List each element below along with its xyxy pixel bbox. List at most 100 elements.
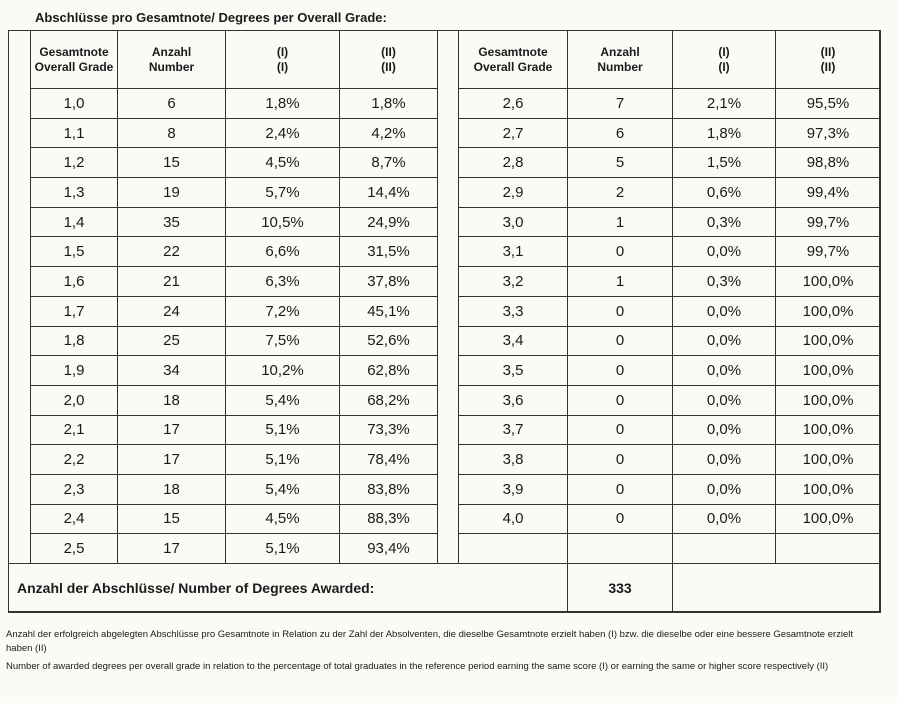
number-cell: 2 xyxy=(567,177,673,208)
share-same-cell: 0,0% xyxy=(672,295,776,327)
grade-cell: 2,4 xyxy=(30,503,118,535)
share-cumulative-cell: 88,3% xyxy=(339,503,438,535)
grade-cell: 2,6 xyxy=(458,88,568,119)
frame xyxy=(8,30,880,612)
number-cell: 21 xyxy=(117,266,226,297)
number-cell: 7 xyxy=(567,88,673,119)
grade-cell: 1,9 xyxy=(30,355,118,386)
header-cell: (I) (I) xyxy=(672,30,776,89)
number-cell: 15 xyxy=(117,147,226,179)
share-cumulative-cell: 31,5% xyxy=(339,236,438,268)
share-same-cell: 2,4% xyxy=(225,117,340,149)
grade-cell: 2,7 xyxy=(458,117,568,149)
grade-cell: 3,5 xyxy=(458,355,568,386)
title: Abschlüsse pro Gesamtnote/ Degrees per O… xyxy=(35,10,387,25)
number-cell: 0 xyxy=(567,384,673,416)
header-cell: Gesamtnote Overall Grade xyxy=(30,30,118,89)
header-line: Number xyxy=(597,59,643,74)
share-same-cell: 5,1% xyxy=(225,533,340,564)
share-cumulative-cell: 100,0% xyxy=(775,414,881,446)
grade-cell: 2,3 xyxy=(30,473,118,505)
grade-cell: 2,9 xyxy=(458,177,568,208)
note-english: Number of awarded degrees per overall gr… xyxy=(6,661,829,672)
share-same-cell: 6,6% xyxy=(225,236,340,268)
header-line: (I) xyxy=(276,44,289,59)
number-cell: 17 xyxy=(117,414,226,446)
number-cell: 1 xyxy=(567,206,673,238)
share-cumulative-cell: 100,0% xyxy=(775,355,881,386)
number-cell: 17 xyxy=(117,533,226,564)
header-cell: (I) (I) xyxy=(225,30,340,89)
number-cell: 0 xyxy=(567,295,673,327)
share-same-cell: 0,0% xyxy=(672,503,776,535)
share-same-cell: 4,5% xyxy=(225,503,340,535)
share-same-cell: 7,2% xyxy=(225,295,340,327)
number-cell: 0 xyxy=(567,473,673,505)
number-cell: 0 xyxy=(567,355,673,386)
header-cell: Anzahl Number xyxy=(117,30,226,89)
share-cumulative-cell: 100,0% xyxy=(775,473,881,505)
share-cumulative-cell: 62,8% xyxy=(339,355,438,386)
share-cumulative-cell: 100,0% xyxy=(775,295,881,327)
total-value: 333 xyxy=(567,563,673,613)
number-cell: 0 xyxy=(567,414,673,446)
share-cumulative-cell: 98,8% xyxy=(775,147,881,179)
grade-cell: 3,2 xyxy=(458,266,568,297)
share-cumulative-cell: 95,5% xyxy=(775,88,881,119)
number-cell: 22 xyxy=(117,236,226,268)
share-same-cell: 5,7% xyxy=(225,177,340,208)
share-cumulative-cell: 37,8% xyxy=(339,266,438,297)
share-same-cell: 5,4% xyxy=(225,473,340,505)
number-cell: 18 xyxy=(117,473,226,505)
number-cell: 1 xyxy=(567,266,673,297)
share-same-cell: 0,0% xyxy=(672,325,776,357)
number-cell: 0 xyxy=(567,325,673,357)
share-cumulative-cell: 73,3% xyxy=(339,414,438,446)
header-line: (II) xyxy=(820,44,836,59)
number-cell: 15 xyxy=(117,503,226,535)
share-same-cell: 2,1% xyxy=(672,88,776,119)
number-cell: 18 xyxy=(117,384,226,416)
grade-cell: 3,3 xyxy=(458,295,568,327)
empty-cell xyxy=(672,563,881,613)
grade-cell: 1,1 xyxy=(30,117,118,149)
share-cumulative-cell: 99,4% xyxy=(775,177,881,208)
grade-cell: 2,1 xyxy=(30,414,118,446)
header-line: (I) xyxy=(718,59,730,74)
share-cumulative-cell: 45,1% xyxy=(339,295,438,327)
grade-cell: 1,0 xyxy=(30,88,118,119)
header-line: (I) xyxy=(718,44,730,59)
empty-cell xyxy=(458,533,568,564)
share-same-cell: 0,0% xyxy=(672,414,776,446)
number-cell: 24 xyxy=(117,295,226,327)
grade-cell: 1,2 xyxy=(30,147,118,179)
number-cell: 17 xyxy=(117,444,226,475)
share-cumulative-cell: 100,0% xyxy=(775,266,881,297)
number-cell: 35 xyxy=(117,206,226,238)
share-same-cell: 0,0% xyxy=(672,444,776,475)
share-cumulative-cell: 1,8% xyxy=(339,88,438,119)
share-same-cell: 10,5% xyxy=(225,206,340,238)
share-same-cell: 0,0% xyxy=(672,384,776,416)
note-german: Anzahl der erfolgreich abgelegten Abschl… xyxy=(6,629,854,654)
share-cumulative-cell: 24,9% xyxy=(339,206,438,238)
share-cumulative-cell: 14,4% xyxy=(339,177,438,208)
share-same-cell: 6,3% xyxy=(225,266,340,297)
share-cumulative-cell: 100,0% xyxy=(775,503,881,535)
header-line: Overall Grade xyxy=(34,59,114,74)
share-cumulative-cell: 99,7% xyxy=(775,206,881,238)
share-same-cell: 0,3% xyxy=(672,266,776,297)
grade-cell: 1,6 xyxy=(30,266,118,297)
grade-cell: 3,0 xyxy=(458,206,568,238)
number-cell: 6 xyxy=(567,117,673,149)
header-line: Overall Grade xyxy=(473,59,553,74)
share-same-cell: 7,5% xyxy=(225,325,340,357)
share-same-cell: 1,8% xyxy=(225,88,340,119)
share-same-cell: 5,1% xyxy=(225,414,340,446)
header-line: (I) xyxy=(276,59,289,74)
grade-cell: 3,9 xyxy=(458,473,568,505)
header-cell: (II) (II) xyxy=(775,30,881,89)
grade-cell: 3,7 xyxy=(458,414,568,446)
grade-cell: 3,6 xyxy=(458,384,568,416)
share-same-cell: 1,8% xyxy=(672,117,776,149)
